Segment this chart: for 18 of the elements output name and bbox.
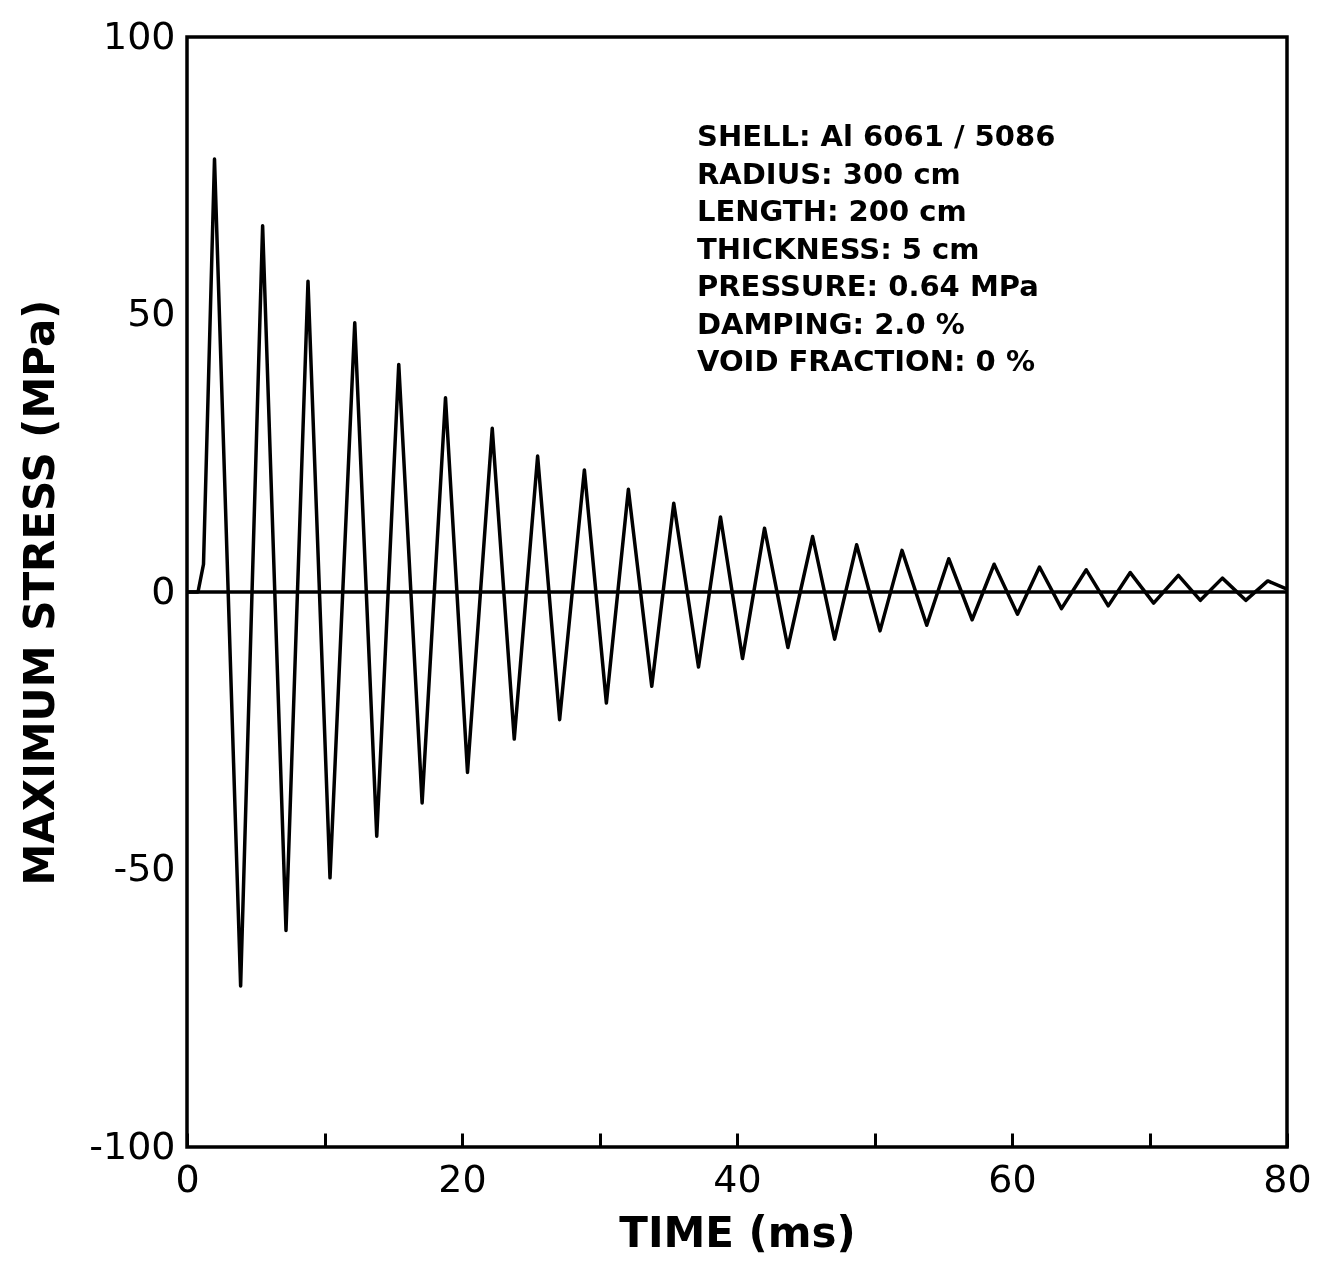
y-tick-label: -50	[113, 846, 176, 890]
y-tick-label: 50	[127, 291, 176, 335]
annotation: DAMPING: 2.0 %	[697, 306, 965, 341]
annotation: RADIUS: 300 cm	[697, 156, 961, 191]
x-tick-label: 20	[438, 1156, 487, 1201]
y-tick-label: 0	[151, 568, 176, 613]
y-axis-title: MAXIMUM STRESS (MPa)	[15, 299, 65, 886]
annotation: LENGTH: 200 cm	[697, 194, 967, 228]
annotation: THICKNESS: 5 cm	[697, 231, 980, 266]
annotation: SHELL: Al 6061 / 5086	[697, 119, 1056, 153]
annotation: PRESSURE: 0.64 MPa	[697, 269, 1039, 303]
x-tick-label: 40	[713, 1156, 762, 1201]
y-tick-label: 100	[102, 13, 176, 58]
x-tick-label: 60	[988, 1156, 1037, 1201]
x-axis-title: TIME (ms)	[619, 1207, 856, 1257]
x-tick-label: 80	[1263, 1156, 1312, 1201]
y-tick-label: -100	[89, 1123, 176, 1168]
annotation: VOID FRACTION: 0 %	[697, 344, 1035, 378]
